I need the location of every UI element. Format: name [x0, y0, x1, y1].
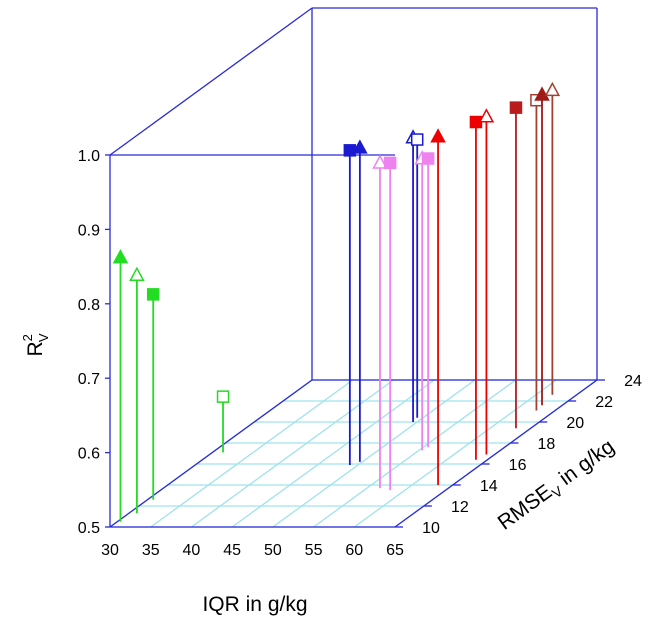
x-tick-label: 45 [223, 542, 241, 559]
box-edge [394, 379, 598, 528]
box [109, 7, 598, 528]
floor-grid-line [150, 379, 354, 528]
z-label-base: R [24, 341, 47, 356]
z-tick-label: 0.5 [78, 520, 100, 537]
z-tick-label: 0.9 [78, 222, 100, 239]
floor [109, 379, 598, 528]
y-tick-label: 12 [451, 499, 469, 516]
marker-square [146, 288, 160, 301]
y-tick-label: 10 [422, 520, 440, 537]
marker-triangle [112, 249, 129, 264]
x-tick-label: 65 [386, 542, 404, 559]
marker-triangle [372, 154, 388, 169]
z-tick-label: 0.7 [78, 371, 100, 388]
marks [112, 81, 561, 522]
y-tick-label: 20 [566, 415, 584, 432]
marker-square [216, 390, 230, 403]
marker-triangle [478, 108, 495, 123]
x-tick-label: 30 [101, 542, 119, 559]
box-edge [109, 379, 313, 528]
x-tick-label: 35 [142, 542, 160, 559]
ticks: 30 35 40 45 50 55 60 65 10 12 14 16 18 20 22 24 0.5 0.6 0.… [78, 148, 642, 559]
marker-square [383, 156, 397, 170]
y-tick-label: 14 [480, 478, 498, 495]
x-tick-label: 55 [305, 542, 323, 559]
box-edge [109, 7, 313, 156]
y-tick-label: 18 [538, 436, 556, 453]
floor-grid-line [231, 379, 435, 528]
z-tick-label: 0.6 [78, 446, 100, 463]
floor-grid-line [313, 379, 516, 528]
x-tick-label: 50 [264, 542, 282, 559]
marker-triangle [534, 86, 550, 101]
y-axis-label: RMSEV in g/kg [494, 435, 621, 537]
y-tick-label: 22 [595, 394, 613, 411]
z-tick-label: 1.0 [78, 148, 100, 165]
z-tick-label: 0.8 [78, 297, 100, 314]
y-label-rest: in g/kg [550, 435, 618, 493]
marker-triangle [430, 128, 446, 143]
x-tick-label: 60 [345, 542, 363, 559]
x-axis-label: IQR in g/kg [202, 593, 307, 616]
y-tick-label: 24 [624, 373, 642, 390]
z-label-sub: V [36, 333, 51, 342]
floor-grid-line [353, 379, 557, 528]
y-label-base: RMSE [494, 480, 557, 534]
marker-triangle [352, 139, 368, 154]
y-tick-label: 16 [509, 457, 527, 474]
marker-square [509, 101, 523, 114]
floor-grid-line [272, 379, 476, 528]
marker-square [343, 144, 357, 157]
marker-square [410, 133, 424, 146]
z-axis-label: R2V [20, 333, 51, 356]
z-label-sup: 2 [20, 334, 35, 341]
marker-triangle [129, 266, 145, 282]
marker-square [421, 152, 435, 165]
x-tick-label: 40 [183, 542, 201, 559]
marker-triangle [544, 81, 561, 97]
